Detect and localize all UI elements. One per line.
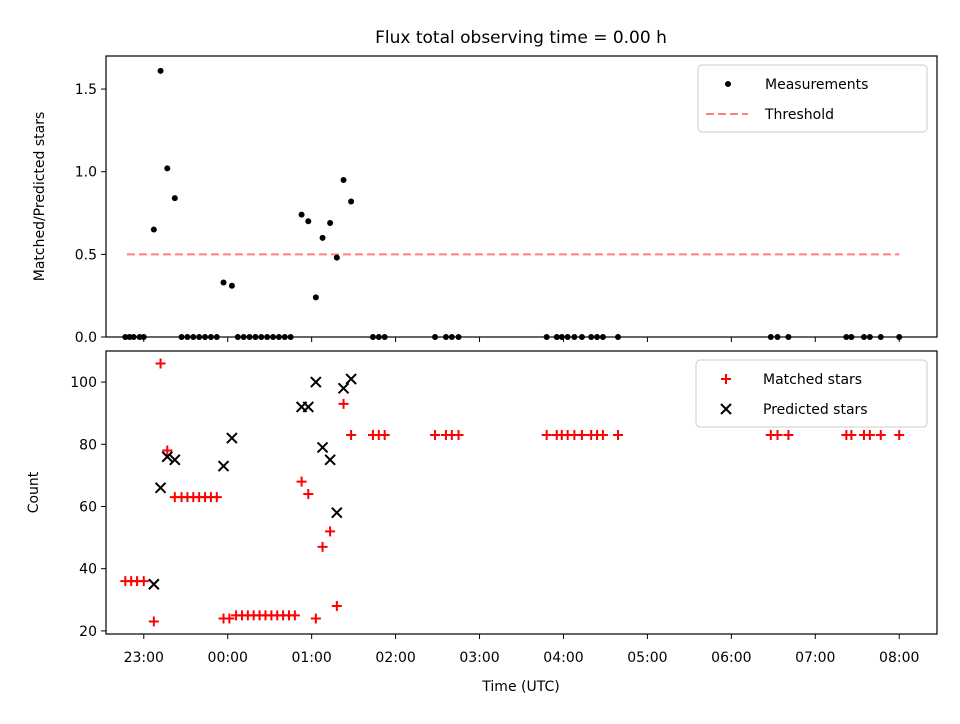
chart-title: Flux total observing time = 0.00 h [375, 28, 667, 48]
measurement-point [348, 198, 355, 205]
measurement-point [228, 282, 235, 289]
matched-point [155, 358, 166, 369]
measurement-point [340, 176, 347, 183]
matched-point [875, 429, 886, 440]
measurement-point [312, 294, 319, 301]
matched-point [379, 429, 390, 440]
x-tick-label: 01:00 [291, 650, 331, 666]
panel-count: 20 40 60 80 100 23:00 00:00 01:00 02:00 03:00 04:0… [26, 350, 938, 666]
matched-point [430, 429, 441, 440]
y-tick-label: 1.5 [75, 82, 97, 98]
matched-point [541, 429, 552, 440]
measurement-point [333, 254, 340, 261]
matched-point [453, 429, 464, 440]
legend-label: Measurements [765, 77, 868, 93]
measurement-point [319, 234, 326, 241]
matched-point [325, 526, 336, 537]
matched-point [148, 616, 159, 627]
matched-point [224, 613, 235, 624]
matched-point [613, 429, 624, 440]
measurement-point [171, 195, 178, 202]
x-tick-label: 05:00 [627, 650, 667, 666]
legend-label: Matched stars [763, 372, 862, 388]
matched-point [317, 541, 328, 552]
predicted-point [337, 382, 350, 395]
matched-point [338, 398, 349, 409]
predicted-point [316, 441, 329, 454]
matched-point [772, 429, 783, 440]
legend: Matched stars Predicted stars [695, 359, 928, 428]
y-tick-label: 1.0 [75, 165, 97, 181]
matched-point [296, 476, 307, 487]
x-tick-label: 06:00 [711, 650, 751, 666]
x-tick-label: 04:00 [543, 650, 583, 666]
legend-label: Threshold [764, 107, 834, 123]
matched-point [864, 429, 875, 440]
x-tick-label: 07:00 [795, 650, 835, 666]
legend: Measurements Threshold [697, 64, 928, 133]
y-tick-label: 20 [79, 624, 97, 640]
y-tick-label: 60 [79, 499, 97, 515]
y-tick-label: 0.0 [75, 330, 97, 346]
y-tick-label: 80 [79, 437, 97, 453]
y-axis-label: Count [26, 471, 42, 513]
y-tick-label: 100 [70, 375, 97, 391]
matched-point [310, 613, 321, 624]
legend-box [695, 359, 928, 428]
y-tick-label: 40 [79, 562, 97, 578]
matched-point [303, 489, 314, 500]
legend-label: Predicted stars [763, 402, 868, 418]
matched-point [597, 429, 608, 440]
panel-ratio: 0.0 0.5 1.0 1.5 Matched/Predicted stars Measu… [32, 55, 938, 346]
measurement-point [157, 67, 164, 74]
predicted-point [331, 507, 343, 519]
x-tick-label: 08:00 [879, 650, 919, 666]
measurement-point [327, 219, 334, 226]
predicted-point [169, 454, 181, 466]
legend-marker-measurements [725, 81, 731, 87]
x-axis-label: Time (UTC) [481, 679, 559, 695]
predicted-point [302, 401, 315, 413]
predicted-point [161, 451, 173, 463]
predicted-point [345, 373, 357, 385]
y-axis-label: Matched/Predicted stars [32, 112, 48, 282]
matched-point [138, 576, 149, 587]
matched-point [576, 429, 587, 440]
x-tick-label: 00:00 [208, 650, 248, 666]
matched-point [783, 429, 794, 440]
predicted-point [324, 454, 336, 466]
predicted-point [310, 376, 322, 388]
x-tick-label: 03:00 [459, 650, 499, 666]
legend-box [697, 64, 928, 133]
measurement-point [220, 279, 227, 286]
plot-frame [105, 55, 938, 338]
measurement-point [150, 226, 157, 233]
y-tick-label: 0.5 [75, 247, 97, 263]
measurement-point [164, 165, 171, 172]
matched-point [894, 429, 905, 440]
legend-marker-matched [721, 374, 731, 384]
predicted-point [148, 578, 160, 590]
x-tick-label: 23:00 [124, 650, 164, 666]
predicted-point [154, 482, 167, 494]
matched-point [331, 601, 342, 612]
matched-point [211, 492, 222, 503]
matched-point [346, 429, 357, 440]
plot-frame [105, 350, 938, 635]
matched-point [162, 445, 173, 456]
legend-marker-predicted [720, 403, 732, 415]
measurement-point [298, 211, 305, 218]
matched-point [289, 610, 300, 621]
predicted-point [226, 432, 238, 444]
matched-point [846, 429, 857, 440]
measurement-point [305, 218, 312, 225]
x-tick-label: 02:00 [375, 650, 415, 666]
predicted-point [217, 460, 230, 472]
